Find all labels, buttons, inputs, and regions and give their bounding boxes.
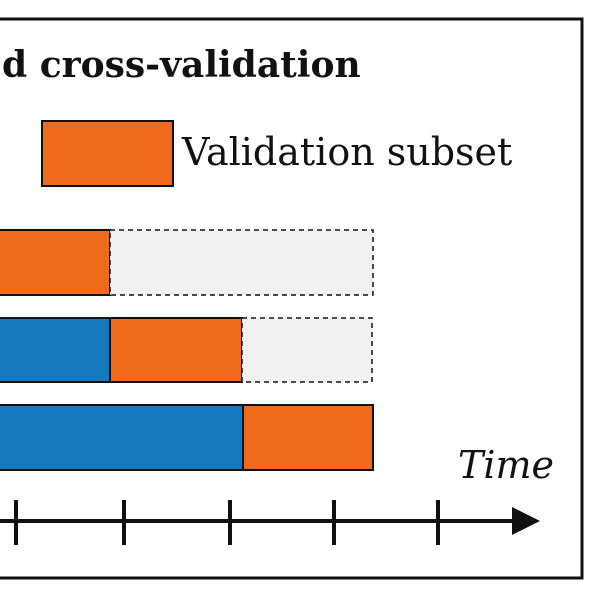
- segment-unused: [109, 229, 374, 296]
- legend-validation-swatch: [41, 120, 174, 187]
- segment-validation: [242, 404, 374, 471]
- legend-validation-label: Validation subset: [181, 130, 512, 174]
- diagram-title: d cross-validation: [2, 44, 361, 86]
- time-axis-label: Time: [458, 443, 554, 487]
- segment-validation: [109, 317, 243, 383]
- fold-row-3: [0, 404, 374, 471]
- time-axis: Time: [0, 443, 554, 545]
- time-axis-arrowhead: [512, 507, 540, 535]
- segment-training: [0, 404, 244, 471]
- segment-validation: [0, 229, 111, 296]
- segment-unused: [241, 317, 373, 383]
- diagram-frame: [0, 17, 584, 580]
- segment-training: [0, 317, 111, 383]
- fold-row-2: [0, 317, 373, 383]
- fold-row-1: [0, 229, 374, 296]
